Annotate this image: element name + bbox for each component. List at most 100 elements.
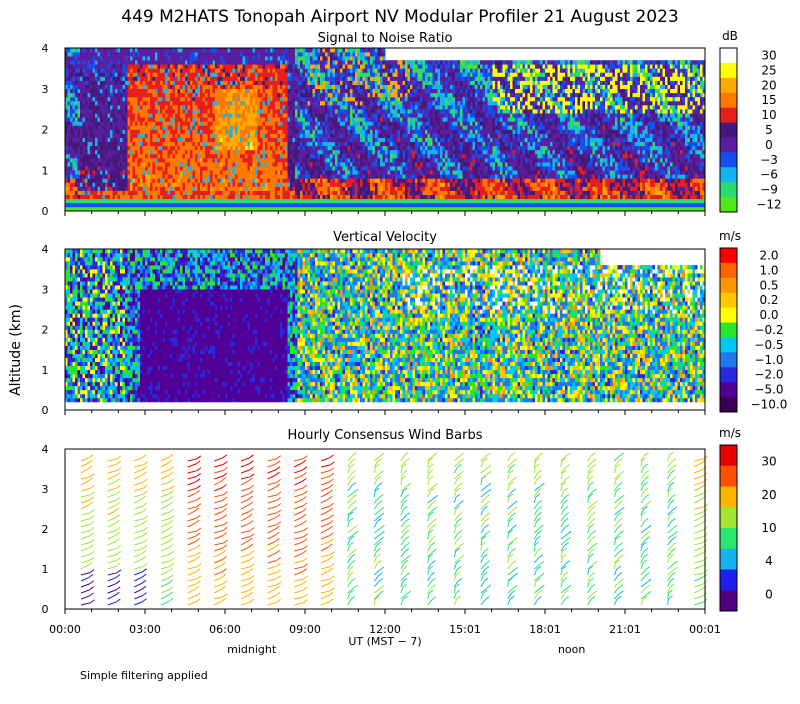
heatmap-cell [97, 100, 101, 106]
heatmap-cell [480, 162, 483, 171]
heatmap-cell [457, 198, 461, 204]
heatmap-cell [152, 178, 156, 183]
heatmap-cell [307, 88, 311, 94]
heatmap-cell [472, 84, 476, 90]
heatmap-cell [125, 76, 128, 81]
heatmap-cell [395, 190, 398, 200]
heatmap-cell [197, 48, 201, 65]
heatmap-cell [360, 133, 363, 138]
heatmap-cell [280, 206, 283, 212]
heatmap-cell [522, 166, 526, 179]
heatmap-cell [272, 206, 276, 212]
heatmap-cell [70, 92, 73, 98]
heatmap-cell [157, 125, 161, 134]
heatmap-cell [367, 52, 371, 57]
heatmap-cell [115, 117, 118, 122]
heatmap-cell [185, 202, 188, 208]
heatmap-cell [87, 186, 91, 191]
heatmap-cell [105, 182, 108, 187]
heatmap-cell [412, 105, 416, 110]
heatmap-cell [377, 76, 381, 85]
heatmap-cell [295, 64, 298, 69]
heatmap-cell [465, 100, 468, 106]
heatmap-cell [382, 145, 386, 151]
heatmap-cell [365, 145, 368, 163]
heatmap-cell [182, 190, 186, 195]
heatmap-cell [165, 121, 168, 130]
heatmap-cell [130, 178, 133, 183]
heatmap-cell [460, 96, 463, 102]
heatmap-cell [160, 206, 163, 212]
heatmap-cell [445, 198, 448, 204]
heatmap-cell [440, 68, 443, 73]
heatmap-cell [425, 60, 428, 65]
heatmap-cell [277, 153, 281, 163]
heatmap-cell [425, 121, 428, 126]
heatmap-cell [470, 105, 473, 110]
heatmap-cell [207, 194, 211, 200]
heatmap-cell [252, 125, 256, 130]
heatmap-cell [295, 72, 298, 77]
heatmap-cell [180, 56, 183, 61]
heatmap-cell [182, 109, 186, 114]
heatmap-cell [452, 121, 456, 126]
heatmap-cell [445, 133, 448, 143]
heatmap-cell [445, 113, 448, 118]
heatmap-cell [352, 206, 356, 212]
heatmap-cell [330, 186, 333, 191]
heatmap-cell [342, 96, 346, 102]
heatmap-cell [430, 100, 433, 110]
heatmap-cell [145, 68, 148, 73]
heatmap-cell [382, 84, 386, 90]
heatmap-cell [145, 137, 148, 143]
heatmap-cell [307, 105, 311, 110]
heatmap-cell [165, 56, 168, 65]
heatmap-cell [467, 202, 471, 208]
heatmap-cell [162, 113, 166, 118]
heatmap-cell [145, 100, 148, 106]
heatmap-cell [100, 190, 103, 200]
heatmap-cell [110, 76, 113, 81]
heatmap-cell [317, 133, 321, 147]
heatmap-cell [160, 100, 163, 114]
heatmap-cell [127, 105, 131, 110]
heatmap-cell [112, 76, 116, 81]
heatmap-cell [342, 153, 346, 159]
heatmap-cell [87, 129, 91, 143]
heatmap-cell [142, 182, 146, 187]
heatmap-cell [325, 133, 328, 138]
heatmap-cell [497, 174, 501, 179]
heatmap-cell [270, 198, 273, 204]
heatmap-cell [117, 202, 121, 208]
heatmap-cell [212, 206, 216, 212]
heatmap-cell [515, 178, 518, 183]
heatmap-cell [305, 52, 308, 57]
heatmap-cell [500, 206, 503, 212]
heatmap-cell [390, 145, 393, 151]
heatmap-cell [280, 92, 283, 98]
heatmap-cell [180, 206, 183, 212]
heatmap-cell [307, 109, 311, 114]
heatmap-cell [182, 133, 186, 143]
heatmap-cell [72, 72, 76, 77]
heatmap-cell [497, 105, 501, 110]
heatmap-cell [265, 48, 268, 53]
heatmap-cell [122, 170, 126, 175]
heatmap-cell [410, 206, 413, 212]
heatmap-cell [525, 174, 528, 179]
heatmap-cell [415, 92, 418, 98]
heatmap-cell [270, 84, 273, 102]
heatmap-cell [290, 202, 293, 208]
heatmap-cell [307, 52, 311, 61]
heatmap-cell [327, 48, 331, 53]
heatmap-cell [187, 80, 191, 85]
heatmap-cell [280, 153, 283, 159]
heatmap-cell [252, 153, 256, 163]
heatmap-cell [135, 52, 138, 61]
heatmap-cell [307, 84, 311, 90]
heatmap-cell [320, 133, 323, 138]
heatmap-cell [270, 56, 273, 61]
heatmap-cell [307, 76, 311, 81]
heatmap-cell [327, 198, 331, 204]
heatmap-cell [277, 178, 281, 183]
